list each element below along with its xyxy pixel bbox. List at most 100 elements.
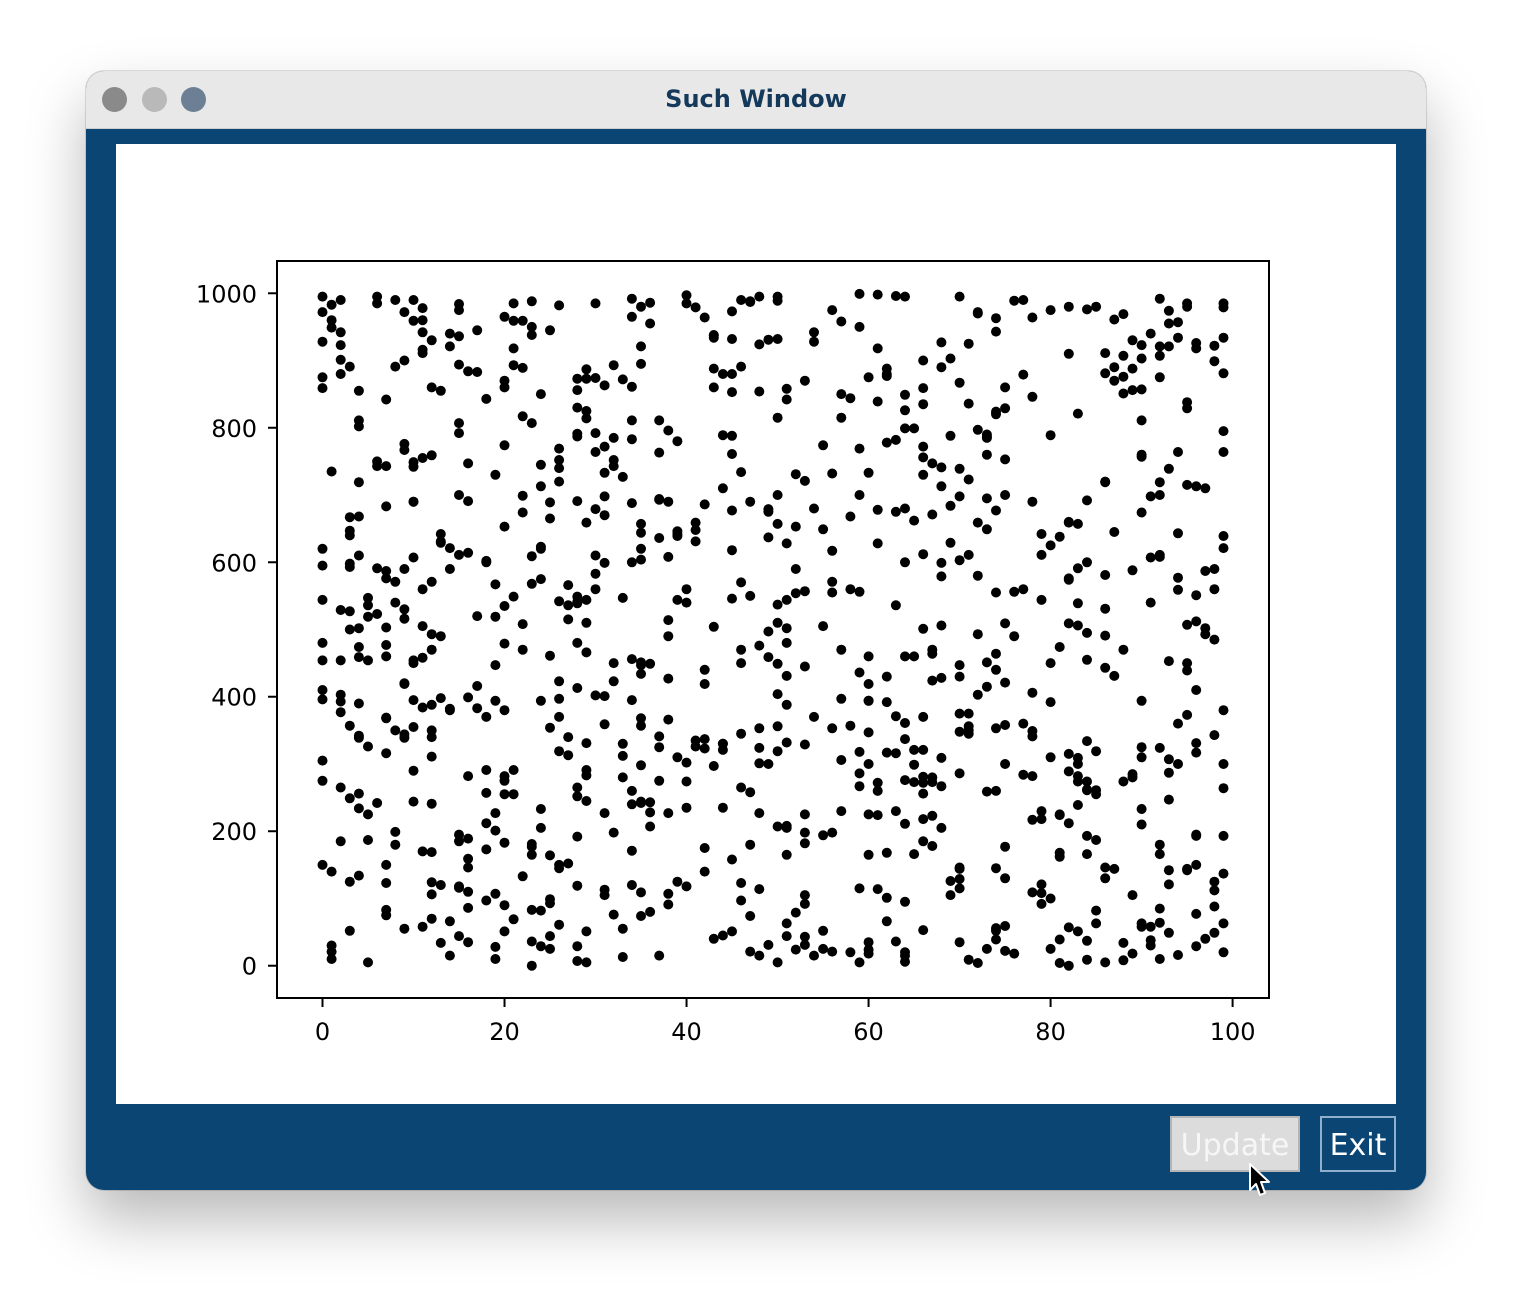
scatter-point bbox=[363, 741, 373, 752]
scatter-point bbox=[1154, 350, 1165, 361]
scatter-point bbox=[399, 729, 410, 740]
minimize-window-button[interactable] bbox=[142, 87, 167, 112]
scatter-point bbox=[517, 644, 528, 655]
scatter-point bbox=[1054, 847, 1065, 858]
scatter-point bbox=[590, 690, 601, 701]
scatter-point bbox=[918, 452, 929, 463]
scatter-point bbox=[781, 820, 792, 831]
scatter-point bbox=[426, 877, 437, 888]
scatter-point bbox=[954, 708, 965, 719]
scatter-point bbox=[927, 841, 938, 851]
y-tick-label: 600 bbox=[211, 549, 257, 577]
scatter-point bbox=[799, 827, 810, 838]
scatter-point bbox=[572, 402, 583, 413]
scatter-point bbox=[1218, 705, 1229, 716]
scatter-point bbox=[381, 859, 392, 870]
scatter-point bbox=[1082, 830, 1092, 841]
scatter-point bbox=[545, 325, 555, 336]
scatter-point bbox=[900, 389, 910, 400]
scatter-point bbox=[463, 458, 474, 469]
scatter-point bbox=[1063, 922, 1074, 933]
scatter-point bbox=[900, 651, 910, 662]
scatter-point bbox=[1054, 531, 1065, 542]
scatter-point bbox=[717, 430, 728, 441]
scatter-point bbox=[408, 695, 419, 706]
scatter-point bbox=[545, 850, 555, 861]
scatter-point bbox=[654, 775, 665, 786]
scatter-point bbox=[617, 923, 628, 934]
scatter-point bbox=[636, 760, 646, 771]
scatter-point bbox=[1045, 697, 1056, 708]
scatter-point bbox=[563, 858, 574, 869]
exit-button[interactable]: Exit bbox=[1320, 1116, 1396, 1172]
close-window-button[interactable] bbox=[102, 87, 127, 112]
scatter-point bbox=[1118, 937, 1129, 948]
scatter-point bbox=[1054, 642, 1065, 652]
scatter-point bbox=[799, 661, 810, 672]
scatter-point bbox=[763, 939, 774, 950]
scatter-point bbox=[417, 453, 428, 463]
scatter-point bbox=[581, 594, 592, 605]
scatter-points bbox=[317, 288, 1229, 971]
scatter-point bbox=[836, 755, 847, 765]
scatter-point bbox=[581, 406, 592, 416]
scatter-point bbox=[736, 782, 747, 793]
scatter-point bbox=[1145, 328, 1156, 339]
scatter-point bbox=[1173, 317, 1183, 328]
scatter-point bbox=[1054, 934, 1065, 945]
scatter-point bbox=[444, 916, 455, 927]
scatter-point bbox=[353, 511, 364, 522]
scatter-point bbox=[945, 430, 956, 441]
scatter-point bbox=[1218, 759, 1229, 769]
scatter-point bbox=[799, 838, 810, 849]
scatter-point bbox=[572, 956, 583, 966]
scatter-point bbox=[599, 719, 610, 730]
scatter-point bbox=[690, 517, 701, 528]
scatter-point bbox=[772, 957, 783, 968]
scatter-point bbox=[636, 911, 646, 921]
scatter-point bbox=[818, 925, 829, 936]
scatter-point bbox=[317, 336, 328, 347]
scatter-point bbox=[1045, 430, 1056, 441]
scatter-point bbox=[1154, 742, 1165, 753]
scatter-point bbox=[1154, 551, 1165, 562]
scatter-point bbox=[863, 944, 874, 955]
scatter-point bbox=[1173, 332, 1183, 343]
scatter-point bbox=[1191, 941, 1202, 952]
scatter-point bbox=[1000, 677, 1011, 688]
scatter-point bbox=[836, 693, 847, 704]
update-button[interactable]: Update bbox=[1170, 1116, 1300, 1172]
scatter-point bbox=[981, 449, 992, 460]
scatter-point bbox=[417, 846, 428, 857]
scatter-point bbox=[945, 537, 956, 548]
scatter-point bbox=[708, 363, 719, 374]
scatter-point bbox=[745, 590, 756, 601]
scatter-point bbox=[690, 741, 701, 752]
scatter-point bbox=[1191, 908, 1202, 919]
scatter-point bbox=[435, 529, 446, 539]
scatter-point bbox=[863, 467, 874, 478]
scatter-point bbox=[317, 543, 328, 554]
scatter-point bbox=[863, 651, 874, 662]
scatter-point bbox=[545, 894, 555, 905]
scatter-point bbox=[854, 288, 865, 299]
scatter-point bbox=[317, 694, 328, 705]
scatter-point bbox=[317, 383, 328, 394]
scatter-point bbox=[1109, 314, 1120, 325]
title-bar[interactable]: Such Window bbox=[86, 71, 1426, 129]
maximize-window-button[interactable] bbox=[181, 87, 206, 112]
scatter-point bbox=[781, 383, 792, 394]
scatter-point bbox=[490, 579, 501, 590]
scatter-point bbox=[854, 586, 865, 597]
scatter-point bbox=[1100, 603, 1111, 614]
scatter-point bbox=[454, 359, 464, 370]
scatter-point bbox=[554, 443, 565, 454]
scatter-point bbox=[545, 943, 555, 954]
scatter-point bbox=[1191, 830, 1202, 841]
scatter-point bbox=[872, 396, 883, 407]
x-tick-label: 20 bbox=[489, 1018, 520, 1046]
scatter-point bbox=[654, 950, 665, 961]
scatter-point bbox=[344, 793, 355, 804]
scatter-point bbox=[1072, 776, 1083, 787]
scatter-point bbox=[326, 946, 337, 957]
